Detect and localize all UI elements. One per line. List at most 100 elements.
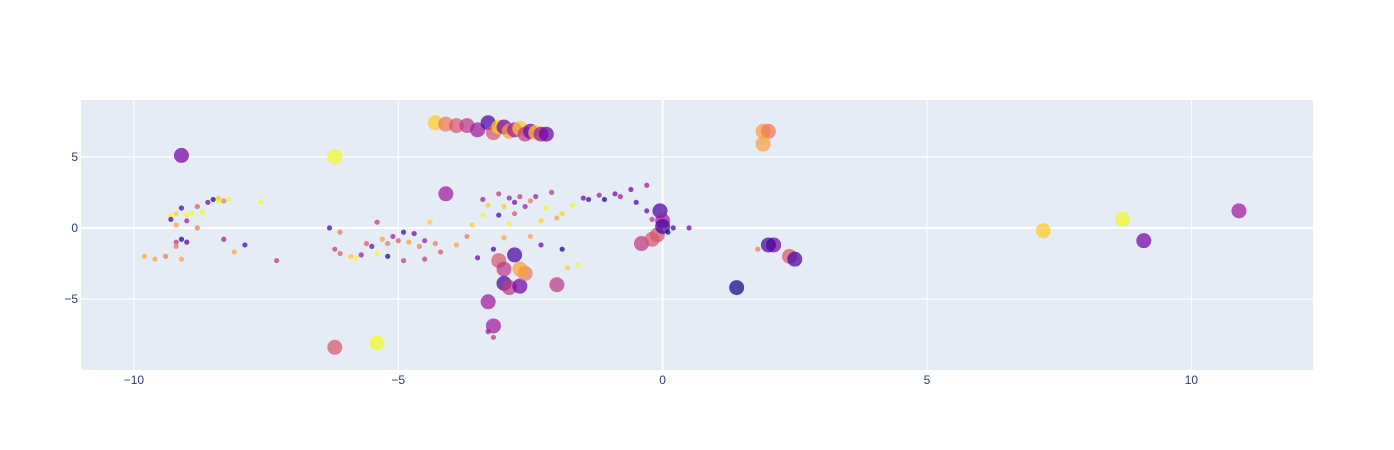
data-point [210,196,216,203]
data-point [755,246,761,252]
data-point [422,256,428,262]
data-point [490,334,497,340]
data-point [327,339,343,355]
data-point [221,198,227,204]
data-point [369,335,385,351]
data-point [178,205,185,211]
data-point [411,230,417,237]
data-point [548,189,555,195]
data-point [1231,203,1247,219]
data-point [755,136,771,152]
data-point [501,203,507,210]
data-point [1136,233,1152,249]
data-point [168,212,174,218]
x-tick-label: 0 [659,373,666,387]
data-point [575,262,581,268]
data-point [173,211,179,217]
data-point [231,249,237,255]
data-point [496,212,502,218]
data-point [379,236,385,242]
data-point [448,118,464,134]
data-point [480,294,496,310]
data-point [385,253,391,259]
data-point [485,329,491,335]
data-point [200,209,206,215]
data-point [586,196,592,203]
data-point [686,225,692,231]
y-tick-label: −5 [64,292,78,306]
data-point [760,237,776,253]
data-point [189,211,195,217]
data-point [512,261,528,277]
data-point [406,239,412,245]
data-point [564,265,571,271]
data-point [511,199,518,205]
data-point [374,219,380,225]
data-point [178,256,185,262]
data-point [178,236,185,242]
data-point [258,199,264,205]
data-point [400,229,407,235]
data-point [527,233,534,240]
y-axis-ticks: −5 0 5 [64,150,78,306]
data-point [194,225,200,231]
data-point [538,218,544,224]
data-point [326,225,333,231]
x-axis-ticks: −10 −5 0 5 10 [124,373,1199,387]
data-point [480,196,486,203]
data-point [633,199,639,205]
data-point [549,277,565,293]
data-point [644,182,650,188]
data-point [1035,223,1051,239]
data-point [570,202,576,208]
data-point [184,212,190,218]
data-point [369,243,375,249]
data-point [538,242,544,248]
data-point [141,253,148,259]
plot-area [81,100,1313,370]
data-point [506,195,512,201]
data-point [670,225,676,231]
data-point [173,239,179,245]
data-point [163,253,169,259]
data-point [152,256,158,262]
data-point [168,216,174,222]
data-point [242,242,248,248]
data-point [480,212,486,218]
data-point [512,278,528,294]
data-point [464,233,470,240]
data-point [390,233,396,240]
data-point [760,123,776,139]
data-point [385,240,391,247]
data-point [438,186,454,202]
data-markers [141,115,1247,355]
data-point [665,229,671,235]
data-point [1115,211,1131,227]
data-point [226,196,232,203]
data-point [538,126,554,142]
data-point [348,253,354,259]
data-point [337,250,343,257]
data-point [184,239,190,245]
data-point [543,205,549,211]
data-point [173,147,189,163]
data-point [787,251,803,267]
data-point [395,238,401,244]
data-point [470,122,486,138]
data-point [332,246,338,252]
data-point [644,208,650,214]
data-point [173,222,179,228]
data-point [522,203,528,210]
data-point [400,257,407,264]
data-point [184,218,190,224]
data-point [601,196,608,203]
data-point [327,149,343,165]
data-point [533,194,539,200]
data-point [215,195,222,201]
data-point [337,229,343,235]
data-point [469,222,475,228]
x-tick-label: 5 [924,373,931,387]
data-point [437,249,444,255]
x-tick-label: −5 [391,373,405,387]
